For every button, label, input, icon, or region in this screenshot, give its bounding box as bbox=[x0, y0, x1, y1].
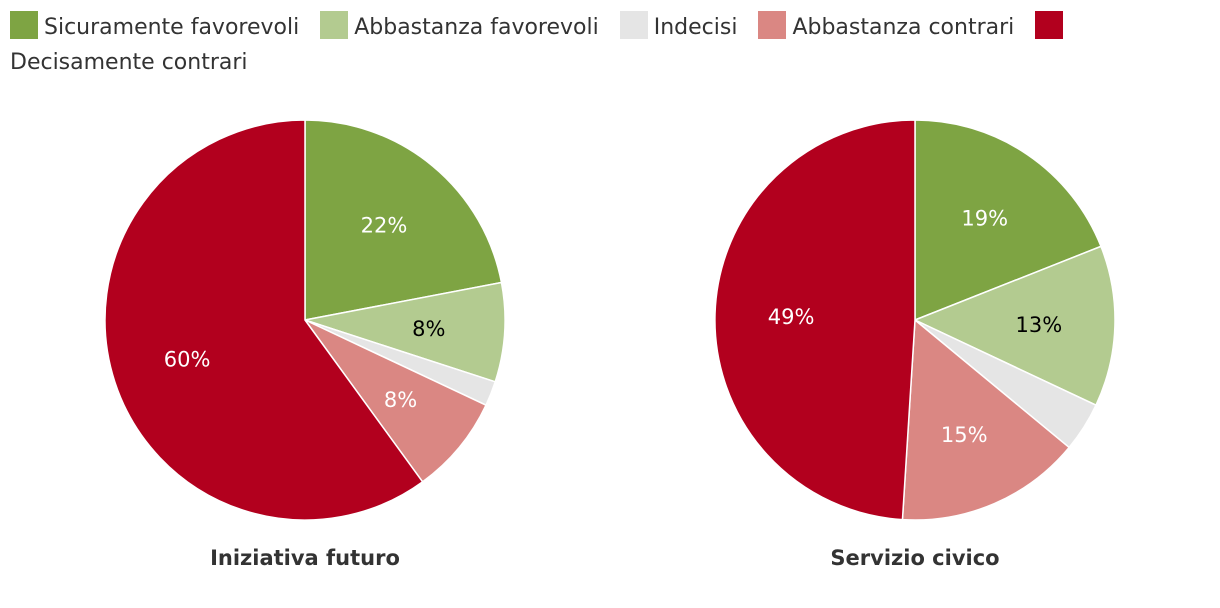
legend-label: Sicuramente favorevoli bbox=[44, 15, 300, 40]
pie-chart-iniziativa-futuro: 22% 8% 8% 60% bbox=[104, 119, 506, 521]
data-label-sicuramente-favorevoli: 19% bbox=[961, 206, 1008, 230]
data-label-decisamente-contrari: 49% bbox=[768, 305, 815, 329]
legend-label: Abbastanza favorevoli bbox=[354, 15, 599, 40]
legend-item-sicuramente-favorevoli: Sicuramente favorevoli bbox=[10, 11, 300, 40]
legend-item-abbastanza-favorevoli: Abbastanza favorevoli bbox=[320, 11, 599, 40]
pie-slice-abbastanza-contrari bbox=[304, 319, 487, 483]
legend-label: Indecisi bbox=[653, 15, 738, 40]
pie-title-iniziativa-futuro: Iniziativa futuro bbox=[210, 546, 400, 570]
data-label-abbastanza-favorevoli: 8% bbox=[412, 317, 445, 341]
legend-item-decisamente-contrari: Decisamente contrari bbox=[10, 11, 1069, 75]
data-label-abbastanza-contrari: 15% bbox=[941, 423, 988, 447]
data-label-decisamente-contrari: 60% bbox=[164, 347, 211, 371]
pie-slice-decisamente-contrari bbox=[104, 119, 424, 521]
legend: Sicuramente favorevoli Abbastanza favore… bbox=[10, 10, 1200, 80]
legend-swatch bbox=[619, 11, 648, 39]
pie-slice-sicuramente-favorevoli bbox=[914, 119, 1102, 322]
data-label-sicuramente-favorevoli: 22% bbox=[361, 214, 408, 238]
legend-label: Decisamente contrari bbox=[10, 50, 248, 75]
pie-slice-sicuramente-favorevoli bbox=[304, 119, 503, 321]
legend-swatch bbox=[10, 11, 38, 39]
pie-slice-abbastanza-contrari bbox=[901, 318, 1071, 521]
data-label-abbastanza-contrari: 8% bbox=[384, 388, 417, 412]
pie-slice-abbastanza-favorevoli bbox=[913, 245, 1116, 407]
pie-slice-decisamente-contrari bbox=[714, 119, 916, 521]
legend-label: Abbastanza contrari bbox=[792, 15, 1015, 40]
legend-swatch bbox=[758, 11, 787, 39]
legend-swatch bbox=[1035, 11, 1064, 39]
legend-item-abbastanza-contrari: Abbastanza contrari bbox=[758, 11, 1015, 40]
pie-chart-servizio-civico: 19% 13% 15% 49% bbox=[714, 119, 1116, 521]
legend-swatch bbox=[320, 11, 349, 39]
pie-title-servizio-civico: Servizio civico bbox=[830, 546, 999, 570]
pie-slice-abbastanza-favorevoli bbox=[304, 281, 506, 383]
data-label-abbastanza-favorevoli: 13% bbox=[1016, 313, 1063, 337]
legend-item-indecisi: Indecisi bbox=[619, 11, 738, 40]
